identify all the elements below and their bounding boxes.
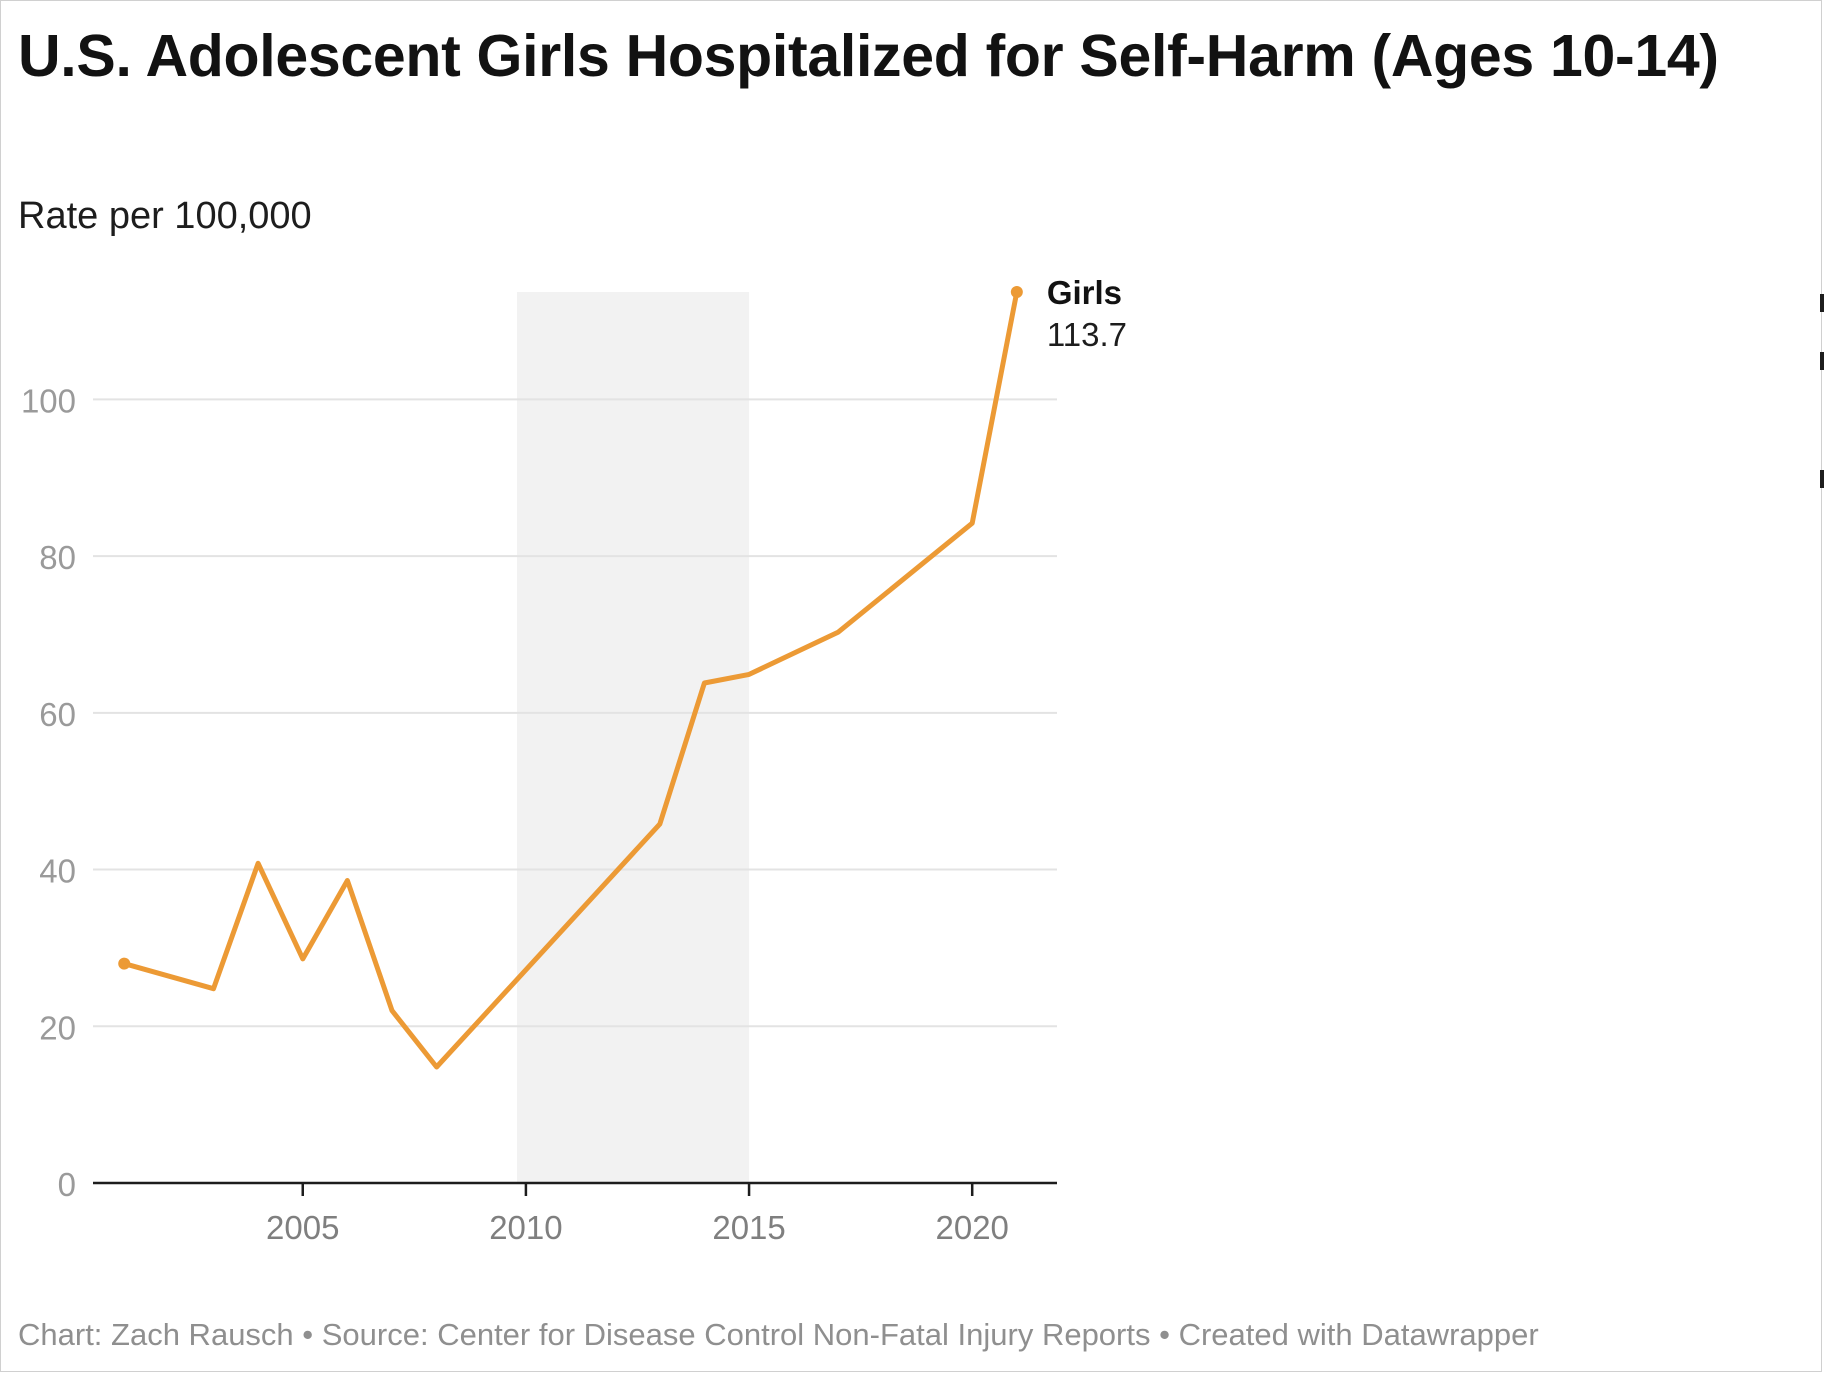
chart-subtitle: Rate per 100,000 xyxy=(18,195,312,237)
chart-footer: Chart: Zach Rausch • Source: Center for … xyxy=(18,1317,1539,1352)
y-tick-label: 20 xyxy=(39,1009,76,1046)
series-end-value: 113.7 xyxy=(1047,316,1127,353)
series-end-point xyxy=(1010,286,1023,298)
y-tick-label: 60 xyxy=(39,696,76,733)
y-tick-label: 100 xyxy=(21,382,76,419)
edge-marker xyxy=(1820,352,1824,370)
edge-marker xyxy=(1820,470,1824,488)
series-line-girls xyxy=(121,289,1020,1070)
y-tick-label: 80 xyxy=(39,539,76,576)
line-chart: 0 20 40 60 80 100 2005 2010 2015 2020 Girls 113.7 xyxy=(21,274,1127,1246)
series-label: Girls xyxy=(1047,274,1122,311)
x-tick-label: 2010 xyxy=(489,1209,562,1246)
y-tick-label: 40 xyxy=(39,853,76,890)
x-tick-label: 2020 xyxy=(935,1209,1008,1246)
chart-title: U.S. Adolescent Girls Hospitalized for S… xyxy=(18,23,1719,89)
edge-marker xyxy=(1820,294,1824,312)
shaded-period-band xyxy=(516,292,750,1183)
x-tick-label: 2005 xyxy=(266,1209,339,1246)
x-tick-label: 2015 xyxy=(712,1209,785,1246)
series-start-point xyxy=(118,957,131,970)
y-tick-label: 0 xyxy=(58,1166,76,1203)
